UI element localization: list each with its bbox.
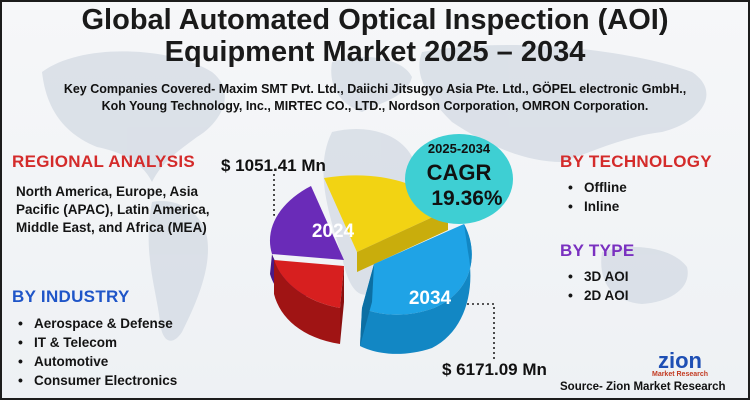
industry-item: Automotive [12,352,177,371]
market-value-2034: $ 6171.09 Mn [442,360,547,379]
industry-item: Aerospace & Defense [12,314,177,333]
pie-slice-blue-wall [360,264,374,346]
technology-list: Offline Inline [562,178,627,216]
cagr-bubble: 2025-2034 CAGR 19.36% [405,134,513,224]
cagr-period: 2025-2034 [427,141,491,156]
technology-item: Offline [562,178,627,197]
key-companies-line2: Koh Young Technology, Inc., MIRTEC CO., … [101,99,649,113]
by-technology-heading: BY TECHNOLOGY [560,152,712,171]
pie-slice-yellow-side [357,210,448,272]
main-title-line1: Global Automated Optical Inspection (AOI… [81,4,669,36]
key-companies-line1: Key Companies Covered- Maxim SMT Pvt. Lt… [63,82,687,96]
source-credit: Source- Zion Market Research [560,381,726,393]
cagr-value: 19.36% [431,187,503,210]
leader-line-2034 [457,303,495,362]
pie-slice-blue [362,224,472,315]
type-item: 3D AOI [562,267,629,286]
zion-logo-text: zion [658,348,702,373]
year-label-2034: 2034 [409,288,452,309]
pie-slice-red-side [274,260,340,344]
zion-logo-tagline: Market Research [651,371,709,378]
type-item: 2D AOI [562,286,629,305]
by-type-heading: BY TYPE [560,241,635,260]
industry-list: Aerospace & Defense IT & Telecom Automot… [12,314,177,390]
cagr-label: CAGR [426,160,492,185]
technology-item: Inline [562,197,627,216]
regional-analysis-text: North America, Europe, Asia Pacific (APA… [16,184,210,235]
main-title-line2: Equipment Market 2025 – 2034 [164,36,586,68]
pie-slice-purple [269,186,344,260]
industry-item: IT & Telecom [12,333,177,352]
year-label-2024: 2024 [312,221,355,242]
zion-logo: zion Market Research [640,348,720,379]
pie-slice-red-wall [340,266,344,344]
pie-slice-blue-side [360,224,472,354]
market-value-2024: $ 1051.41 Mn [221,156,326,175]
by-industry-heading: BY INDUSTRY [12,287,130,306]
regional-analysis-heading: REGIONAL ANALYSIS [12,152,196,171]
pie-slice-red [274,260,344,308]
type-list: 3D AOI 2D AOI [562,267,629,305]
industry-item: Consumer Electronics [12,371,177,390]
